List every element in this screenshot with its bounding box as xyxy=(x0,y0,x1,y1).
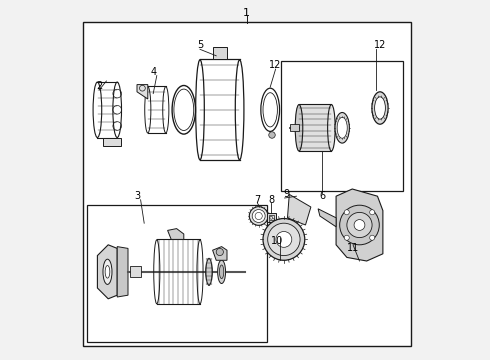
Ellipse shape xyxy=(337,117,347,138)
Ellipse shape xyxy=(172,85,196,134)
Text: 3: 3 xyxy=(134,191,140,201)
Ellipse shape xyxy=(113,82,122,138)
Polygon shape xyxy=(103,138,121,146)
Polygon shape xyxy=(213,247,227,260)
Bar xyxy=(130,266,141,277)
Text: 10: 10 xyxy=(271,236,284,246)
Bar xyxy=(267,213,275,222)
Polygon shape xyxy=(288,194,311,225)
Text: 12: 12 xyxy=(270,60,282,70)
Bar xyxy=(299,104,331,151)
Ellipse shape xyxy=(374,97,386,119)
Text: 4: 4 xyxy=(150,67,156,77)
Circle shape xyxy=(369,210,375,215)
Ellipse shape xyxy=(145,86,151,133)
Circle shape xyxy=(263,219,305,260)
Ellipse shape xyxy=(372,92,388,124)
Ellipse shape xyxy=(220,265,224,279)
Text: 11: 11 xyxy=(347,243,359,253)
Polygon shape xyxy=(137,85,148,99)
Ellipse shape xyxy=(103,259,112,284)
Bar xyxy=(290,124,299,131)
Bar xyxy=(98,81,117,137)
Ellipse shape xyxy=(105,266,110,278)
Circle shape xyxy=(276,231,292,247)
Bar xyxy=(87,205,267,342)
Text: 6: 6 xyxy=(319,191,325,201)
Circle shape xyxy=(269,132,275,138)
Ellipse shape xyxy=(327,104,335,151)
Polygon shape xyxy=(318,209,336,227)
Circle shape xyxy=(344,235,349,240)
Text: 5: 5 xyxy=(197,40,203,50)
Polygon shape xyxy=(98,245,117,299)
Bar xyxy=(157,239,200,304)
Text: 9: 9 xyxy=(283,189,290,199)
Bar xyxy=(269,215,274,220)
Polygon shape xyxy=(168,229,184,239)
Polygon shape xyxy=(336,189,383,261)
Text: 2: 2 xyxy=(96,81,102,91)
Ellipse shape xyxy=(218,260,225,284)
Bar xyxy=(206,258,212,285)
Circle shape xyxy=(340,205,379,245)
Bar xyxy=(148,86,166,133)
Ellipse shape xyxy=(261,88,280,131)
Circle shape xyxy=(249,207,268,225)
Text: 8: 8 xyxy=(268,195,274,205)
Ellipse shape xyxy=(295,104,303,151)
Circle shape xyxy=(344,210,349,215)
Text: 1: 1 xyxy=(244,8,250,18)
Text: 12: 12 xyxy=(374,40,386,50)
Bar xyxy=(200,59,240,160)
Circle shape xyxy=(354,220,365,230)
Text: 7: 7 xyxy=(254,195,261,205)
Circle shape xyxy=(347,212,372,238)
Ellipse shape xyxy=(197,239,203,304)
Ellipse shape xyxy=(335,112,349,143)
Circle shape xyxy=(369,235,375,240)
Ellipse shape xyxy=(163,86,169,133)
Bar xyxy=(281,61,403,191)
Bar xyxy=(213,47,227,59)
Ellipse shape xyxy=(235,59,244,160)
Ellipse shape xyxy=(206,258,212,285)
Circle shape xyxy=(268,223,300,256)
Circle shape xyxy=(216,248,223,256)
Circle shape xyxy=(252,210,265,222)
Ellipse shape xyxy=(93,82,102,138)
Ellipse shape xyxy=(196,59,204,160)
Ellipse shape xyxy=(153,239,160,304)
Polygon shape xyxy=(117,247,128,297)
